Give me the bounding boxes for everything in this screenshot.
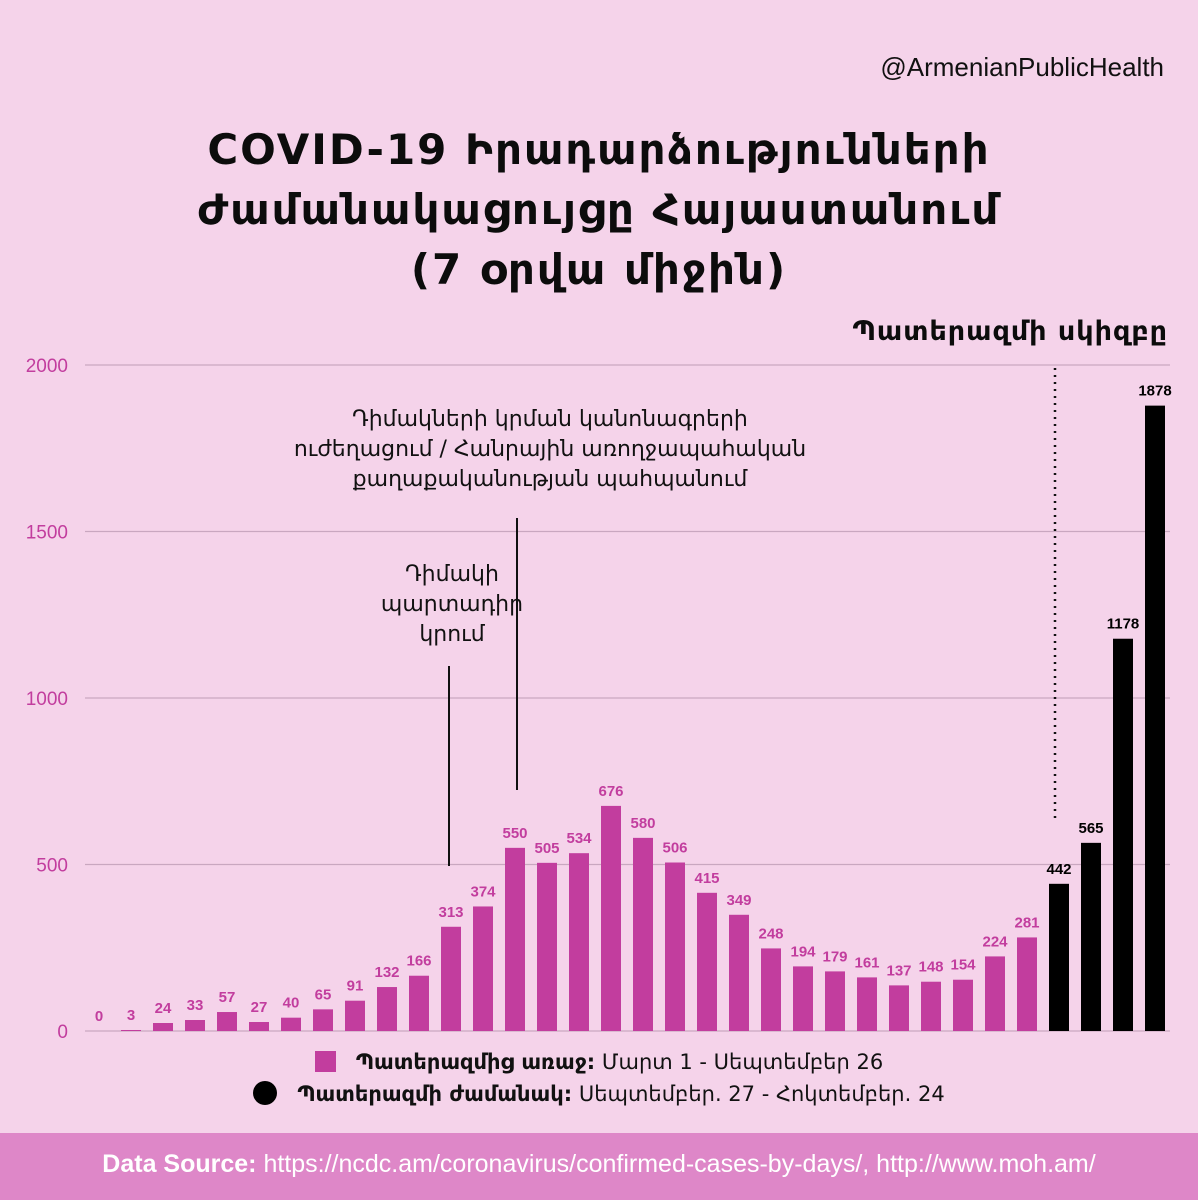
y-tick-label: 0 — [57, 1022, 68, 1043]
legend-dot-icon — [253, 1081, 278, 1105]
data-label: 161 — [854, 954, 879, 971]
data-label: 534 — [566, 830, 592, 847]
data-label: 3 — [127, 1007, 135, 1024]
y-tick-label: 500 — [36, 856, 68, 877]
legend-war-range: Սեպտեմբեր. 27 - Հոկտեմբեր. 24 — [578, 1082, 945, 1106]
data-label: 154 — [950, 957, 976, 974]
data-label: 57 — [219, 989, 236, 1006]
bar — [153, 1023, 173, 1031]
bar — [825, 971, 845, 1031]
data-label: 415 — [694, 870, 719, 887]
annotation-line: Դիմակների կրման կանոնագրերի — [352, 407, 748, 432]
data-label: 505 — [534, 840, 559, 857]
bar — [793, 966, 813, 1031]
bar — [601, 805, 621, 1031]
legend-war: Պատերազմի ժամանակ: Սեպտեմբեր. 27 - Հոկտե… — [0, 1081, 1198, 1106]
bar — [505, 847, 525, 1031]
data-label: 91 — [347, 978, 364, 995]
bar — [569, 853, 589, 1031]
annotation-line: քաղաքականության պահպանում — [352, 467, 748, 492]
legend-war-label: Պատերազմի ժամանակ: — [297, 1082, 573, 1106]
bar — [537, 862, 557, 1031]
bar — [345, 1000, 365, 1031]
title-line-1: COVID-19 Իրադարձությունների — [207, 125, 991, 174]
y-tick-label: 1500 — [26, 523, 68, 544]
data-label: 137 — [886, 962, 911, 979]
annotation-mask-mandate: Դիմակի պարտադիր կրում — [332, 560, 572, 650]
bar — [377, 987, 397, 1031]
bar — [217, 1012, 237, 1031]
data-source-urls[interactable]: https://ncdc.am/coronavirus/confirmed-ca… — [263, 1150, 1096, 1178]
bar — [1145, 405, 1165, 1032]
data-label: 349 — [726, 892, 751, 909]
chart-title: COVID-19 Իրադարձությունների Ժամանակացույ… — [0, 120, 1198, 300]
data-label: 248 — [758, 925, 783, 942]
data-source: Data Source: https://ncdc.am/coronavirus… — [0, 1150, 1198, 1179]
bar — [441, 926, 461, 1031]
data-label: 442 — [1046, 861, 1071, 878]
legend-prewar: Պատերազմից առաջ: Մարտ 1 - Սեպտեմբեր 26 — [0, 1050, 1198, 1074]
bar — [985, 956, 1005, 1031]
bar — [1113, 638, 1133, 1031]
bar — [889, 985, 909, 1031]
data-label: 0 — [95, 1008, 103, 1025]
bar — [1049, 883, 1069, 1031]
data-label: 194 — [790, 943, 816, 960]
bar — [281, 1017, 301, 1031]
annotation-line: պարտադիր — [380, 592, 524, 617]
data-label: 132 — [374, 964, 399, 981]
bar — [473, 906, 493, 1031]
legend-prewar-range: Մարտ 1 - Սեպտեմբեր 26 — [601, 1050, 884, 1074]
data-label: 1878 — [1138, 383, 1171, 400]
data-label: 40 — [283, 995, 300, 1012]
title-line-2: Ժամանակացույցը Հայաստանում — [197, 185, 1001, 234]
legend-square-icon — [314, 1051, 336, 1072]
bar — [665, 862, 685, 1031]
data-label: 1178 — [1107, 616, 1140, 633]
bar — [185, 1020, 205, 1031]
bar — [921, 981, 941, 1031]
data-label: 676 — [598, 783, 623, 800]
data-label: 281 — [1014, 914, 1039, 931]
data-label: 550 — [502, 825, 527, 842]
data-label: 148 — [918, 959, 943, 976]
war-start-label: Պատերազմի սկիզբը — [852, 316, 1168, 347]
bar — [953, 979, 973, 1031]
annotation-mask-relaxation: Դիմակների կրման կանոնագրերի ուժեղացում /… — [230, 405, 870, 495]
annotation-line: Դիմակի — [405, 562, 499, 587]
data-label: 166 — [406, 953, 431, 970]
y-tick-label: 2000 — [26, 356, 68, 377]
y-tick-label: 1000 — [26, 689, 68, 710]
bar — [697, 892, 717, 1031]
bar — [313, 1009, 333, 1031]
data-label: 580 — [630, 815, 655, 832]
bar — [1017, 937, 1037, 1031]
account-handle: @ArmenianPublicHealth — [880, 52, 1164, 82]
data-label: 27 — [251, 999, 268, 1016]
bar — [729, 914, 749, 1031]
data-label: 313 — [438, 904, 463, 921]
annotation-line: ուժեղացում / Հանրային առողջապահական — [293, 437, 807, 462]
title-line-3: (7 օրվա միջին) — [410, 245, 788, 294]
data-label: 65 — [315, 986, 332, 1003]
bar — [121, 1030, 141, 1031]
bar — [409, 975, 429, 1031]
data-source-label: Data Source: — [102, 1150, 257, 1178]
bar — [761, 948, 781, 1031]
bar — [1081, 842, 1101, 1031]
data-label: 33 — [187, 997, 204, 1014]
data-label: 565 — [1078, 820, 1103, 837]
bar — [249, 1022, 269, 1031]
annotation-line: կրում — [419, 622, 485, 647]
data-label: 224 — [982, 933, 1008, 950]
bar-chart: 0 500 1000 1500 2000 0 3 24 33 57 27 40 65 91 132 166 31… — [26, 356, 1172, 1043]
data-label: 24 — [155, 1000, 172, 1017]
bar — [857, 977, 877, 1031]
data-label: 374 — [470, 883, 496, 900]
footer-bar — [0, 1133, 1198, 1200]
bar — [633, 837, 653, 1031]
legend-prewar-label: Պատերազմից առաջ: — [355, 1050, 596, 1074]
data-label: 179 — [822, 948, 847, 965]
data-label: 506 — [662, 840, 687, 857]
